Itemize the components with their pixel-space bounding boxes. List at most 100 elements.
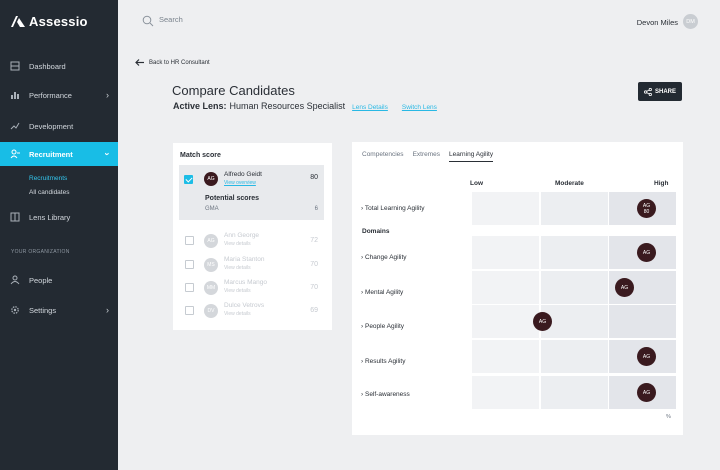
grid-cell xyxy=(541,236,608,269)
avatar: MM xyxy=(204,281,218,295)
candidate-marker[interactable]: AG xyxy=(637,383,656,402)
candidate-name: Marcus Mango xyxy=(224,279,267,286)
logo-icon xyxy=(11,16,25,27)
domain-row-label[interactable]: › Mental Agility xyxy=(361,289,404,296)
sidebar-item-performance[interactable]: Performance › xyxy=(0,83,118,107)
recruit-icon xyxy=(10,149,20,159)
candidate-name: Dulce Vetrovs xyxy=(224,302,265,309)
share-icon xyxy=(643,87,652,96)
avatar: MS xyxy=(204,258,218,272)
user-name[interactable]: Devon Miles xyxy=(636,18,678,27)
logo[interactable]: Assessio xyxy=(11,14,88,29)
active-lens-value: Human Resources Specialist xyxy=(229,101,346,111)
active-lens-row: Active Lens: Human Resources Specialist … xyxy=(173,101,437,111)
sidebar-item-label: Development xyxy=(29,122,74,131)
sidebar-item-label: Performance xyxy=(29,91,72,100)
trend-icon xyxy=(10,122,20,130)
tab-competencies[interactable]: Competencies xyxy=(362,151,404,158)
sidebar-item-label: Lens Library xyxy=(29,213,71,222)
share-button-label: SHARE xyxy=(654,88,676,95)
search-input[interactable] xyxy=(159,15,339,24)
grid-cell xyxy=(472,376,539,409)
candidate-checkbox[interactable] xyxy=(184,175,193,184)
view-overview-link[interactable]: View overview xyxy=(224,180,256,186)
grid-cell xyxy=(541,305,608,338)
column-header-moderate: Moderate xyxy=(555,180,584,187)
sidebar-item-dashboard[interactable]: Dashboard xyxy=(0,54,118,78)
domain-row-label[interactable]: › Results Agility xyxy=(361,358,406,365)
switch-lens-link[interactable]: Switch Lens xyxy=(401,104,437,111)
arrow-left-icon xyxy=(135,59,144,66)
back-link[interactable]: Back to HR Consultant xyxy=(135,59,210,66)
page-title: Compare Candidates xyxy=(172,83,295,98)
share-button[interactable]: SHARE xyxy=(638,82,682,101)
grid-cell xyxy=(472,236,539,269)
gma-label: GMA xyxy=(205,206,219,212)
sidebar: Assessio Dashboard Performance › Develop… xyxy=(0,0,118,470)
grid-cell xyxy=(472,192,539,225)
sidebar-item-lens-library[interactable]: Lens Library xyxy=(0,205,118,229)
grid-cell xyxy=(541,192,608,225)
candidate-name: Ann George xyxy=(224,232,260,239)
grid-cell xyxy=(541,376,608,409)
match-score-panel: Match score AG Alfredo Geidt View overvi… xyxy=(173,143,332,330)
avatar: DV xyxy=(204,304,218,318)
candidate-name: Alfredo Geidt xyxy=(224,171,262,178)
lens-details-link[interactable]: Lens Details xyxy=(352,104,388,111)
org-section-label: YOUR ORGANIZATION xyxy=(11,249,70,255)
candidate-name: Maria Stanton xyxy=(224,256,265,263)
grid-cell xyxy=(541,271,608,304)
candidate-score: 70 xyxy=(310,284,318,291)
sidebar-item-label: Settings xyxy=(29,306,57,315)
candidate-checkbox[interactable] xyxy=(185,236,194,245)
tab-extremes[interactable]: Extremes xyxy=(412,151,441,158)
sidebar-item-people[interactable]: People xyxy=(0,268,118,292)
avatar: AG xyxy=(204,234,218,248)
column-header-low: Low xyxy=(470,180,483,187)
candidate-marker[interactable]: AG xyxy=(637,347,656,366)
grid-cell xyxy=(472,340,539,373)
sidebar-item-recruitment[interactable]: Recruitment › xyxy=(0,142,118,166)
people-icon xyxy=(10,275,20,285)
candidate-score: 69 xyxy=(310,307,318,314)
candidate-marker[interactable]: AG xyxy=(615,278,634,297)
app-name: Assessio xyxy=(29,14,88,29)
view-details-link[interactable]: View details xyxy=(224,265,251,271)
sidebar-item-settings[interactable]: Settings › xyxy=(0,298,118,322)
candidate-marker[interactable]: AG xyxy=(637,243,656,262)
chevron-right-icon: › xyxy=(106,90,109,100)
column-header-high: High xyxy=(654,180,669,187)
selected-candidate[interactable]: AG Alfredo Geidt View overview 80 Potent… xyxy=(179,165,324,220)
grid-cell xyxy=(609,305,676,338)
candidate-checkbox[interactable] xyxy=(185,283,194,292)
candidate-checkbox[interactable] xyxy=(185,260,194,269)
grid-cell xyxy=(541,340,608,373)
sidebar-item-development[interactable]: Development xyxy=(0,114,118,138)
view-details-link[interactable]: View details xyxy=(224,241,251,247)
sidebar-item-label: Dashboard xyxy=(29,62,66,71)
candidate-checkbox[interactable] xyxy=(185,306,194,315)
back-link-label: Back to HR Consultant xyxy=(149,59,210,66)
match-score-label: Match score xyxy=(180,152,221,159)
tab-learning-agility[interactable]: Learning Agility xyxy=(449,151,494,162)
candidate-marker[interactable]: AG xyxy=(533,312,552,331)
gma-value: 6 xyxy=(314,206,318,212)
avatar[interactable]: DM xyxy=(683,14,698,29)
potential-scores-label: Potential scores xyxy=(205,195,260,202)
view-details-link[interactable]: View details xyxy=(224,311,251,317)
domain-row-label[interactable]: › Self-awareness xyxy=(361,391,410,398)
view-details-link[interactable]: View details xyxy=(224,288,251,294)
sidebar-subitem-recruitments[interactable]: Recruitments xyxy=(29,175,68,182)
sidebar-subitem-all-candidates[interactable]: All candidates xyxy=(29,189,70,196)
chevron-down-icon: › xyxy=(102,152,113,156)
domains-label: Domains xyxy=(362,228,390,235)
total-learning-agility-label[interactable]: › Total Learning Agility xyxy=(361,205,425,212)
comparison-tabs: Competencies Extremes Learning Agility xyxy=(362,151,502,162)
dashboard-icon xyxy=(10,61,20,71)
domain-row-label[interactable]: › People Agility xyxy=(361,323,405,330)
grid-cell xyxy=(472,305,539,338)
gear-icon xyxy=(11,306,19,314)
candidate-score: 70 xyxy=(310,261,318,268)
candidate-marker[interactable]: AG 80 xyxy=(637,199,656,218)
domain-row-label[interactable]: › Change Agility xyxy=(361,254,407,261)
